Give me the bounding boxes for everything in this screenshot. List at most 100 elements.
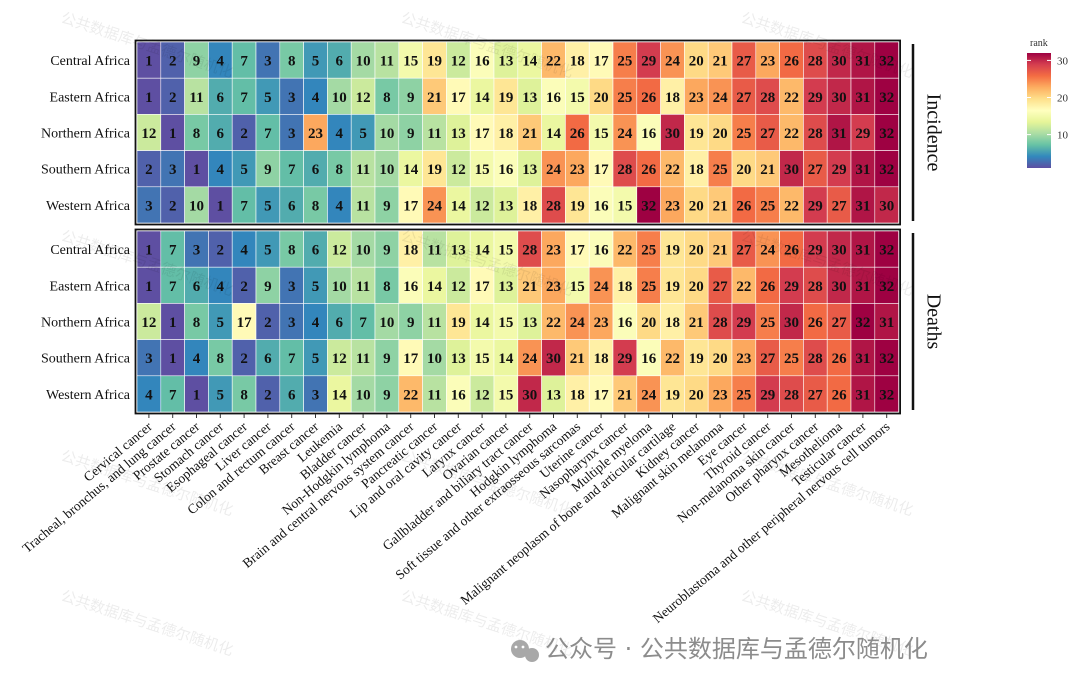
cell-value: 30 — [832, 243, 847, 259]
cell-value: 10 — [379, 315, 394, 331]
cell-value: 9 — [383, 351, 391, 367]
cell-value: 31 — [855, 387, 870, 403]
cell-value: 18 — [665, 315, 680, 331]
cell-value: 26 — [641, 90, 657, 106]
cell-value: 20 — [689, 387, 704, 403]
cell-value: 16 — [403, 279, 419, 295]
cell-value: 4 — [217, 54, 225, 70]
cell-value: 28 — [784, 387, 799, 403]
heatmap-row: 12 1 8 6 2 7 3 23 4 5 10 9 11 13 17 18 21 14 26 15 24 16 30 19 2… — [136, 114, 899, 151]
legend-tick-label: 30 — [1057, 55, 1069, 67]
cell-value: 3 — [264, 54, 272, 70]
cell-value: 31 — [832, 126, 847, 142]
cell-value: 27 — [808, 162, 824, 178]
cell-value: 30 — [784, 315, 799, 331]
cell-value: 18 — [665, 90, 680, 106]
cell-value: 30 — [832, 90, 847, 106]
cell-value: 9 — [383, 198, 391, 214]
cell-value: 11 — [427, 126, 441, 142]
cell-value: 26 — [832, 387, 848, 403]
cell-value: 30 — [879, 198, 894, 214]
cell-value: 6 — [312, 162, 320, 178]
cell-value: 17 — [237, 315, 253, 331]
cell-value: 4 — [312, 315, 320, 331]
cell-value: 23 — [570, 162, 585, 178]
cell-value: 12 — [141, 126, 156, 142]
cell-value: 13 — [522, 315, 537, 331]
panel-incidence: 1 2 9 4 7 3 8 5 6 10 11 15 19 12 16 13 14 22 18 17 25 29 24 20 2… — [41, 39, 944, 226]
cell-value: 31 — [855, 279, 870, 295]
cell-value: 24 — [522, 351, 538, 367]
cell-value: 13 — [451, 126, 466, 142]
cell-value: 2 — [264, 315, 272, 331]
cell-value: 11 — [427, 243, 441, 259]
heatmap-cell — [874, 375, 899, 413]
cell-value: 26 — [570, 126, 586, 142]
cell-value: 5 — [240, 162, 248, 178]
cell-value: 7 — [240, 198, 248, 214]
cell-value: 12 — [332, 351, 347, 367]
heatmap-row: 12 1 8 5 17 2 3 4 6 7 10 9 11 19 14 15 13 22 24 23 16 20 18 21 2… — [136, 303, 899, 340]
heatmap-cell — [874, 186, 899, 224]
cell-value: 21 — [760, 162, 775, 178]
heatmap-row: 2 3 1 4 5 9 7 6 8 11 10 14 19 12 15 16 13 24 23 17 28 26 22 18 2… — [136, 150, 899, 188]
cell-value: 13 — [522, 162, 537, 178]
cell-value: 1 — [145, 54, 153, 70]
cell-value: 3 — [288, 315, 296, 331]
cell-value: 12 — [475, 387, 490, 403]
heatmap-row: 4 7 1 5 8 2 6 3 14 10 9 22 11 16 12 15 30 13 18 17 21 24 19 20 2… — [136, 375, 899, 413]
cell-value: 13 — [498, 54, 513, 70]
cell-value: 1 — [169, 126, 177, 142]
cell-value: 3 — [288, 279, 296, 295]
cell-value: 8 — [312, 198, 320, 214]
cell-value: 16 — [594, 198, 610, 214]
cell-value: 10 — [379, 126, 394, 142]
row-label: Southern Africa — [41, 352, 131, 367]
cell-value: 6 — [193, 279, 201, 295]
cell-value: 25 — [736, 387, 751, 403]
cell-value: 8 — [336, 162, 344, 178]
cell-value: 11 — [427, 387, 441, 403]
cell-value: 30 — [784, 162, 799, 178]
cell-value: 29 — [760, 387, 775, 403]
cell-value: 14 — [475, 243, 491, 259]
cell-value: 32 — [879, 54, 894, 70]
cell-value: 13 — [451, 351, 466, 367]
cell-value: 6 — [264, 351, 272, 367]
cell-value: 2 — [169, 90, 177, 106]
cell-value: 15 — [617, 198, 632, 214]
cell-value: 8 — [240, 387, 248, 403]
cell-value: 14 — [498, 351, 514, 367]
cell-value: 24 — [570, 315, 586, 331]
cell-value: 22 — [546, 315, 561, 331]
cell-value: 7 — [240, 54, 248, 70]
cell-value: 5 — [217, 387, 225, 403]
cell-value: 13 — [451, 243, 466, 259]
cell-value: 27 — [832, 198, 848, 214]
cell-value: 11 — [356, 279, 370, 295]
cell-value: 6 — [217, 90, 225, 106]
cell-value: 25 — [641, 279, 656, 295]
heatmap-row: 1 2 11 6 7 5 3 4 10 12 8 9 21 17 14 19 13 16 15 20 25 26 18 23 2… — [136, 77, 899, 115]
cell-value: 8 — [383, 279, 391, 295]
cell-value: 26 — [760, 279, 776, 295]
cell-value: 12 — [332, 243, 347, 259]
cell-value: 2 — [240, 126, 248, 142]
cell-value: 14 — [427, 279, 443, 295]
cell-value: 5 — [264, 243, 272, 259]
cell-value: 20 — [641, 315, 656, 331]
cell-value: 10 — [189, 198, 204, 214]
cell-value: 16 — [641, 126, 657, 142]
cell-value: 23 — [760, 54, 775, 70]
cell-value: 27 — [736, 90, 752, 106]
cell-value: 28 — [808, 126, 823, 142]
cell-value: 5 — [217, 315, 225, 331]
color-legend: rank 10 20 30 — [1027, 38, 1069, 168]
cell-value: 29 — [617, 351, 632, 367]
cell-value: 28 — [546, 198, 561, 214]
cell-value: 24 — [427, 198, 443, 214]
cell-value: 30 — [665, 126, 680, 142]
cell-value: 28 — [808, 54, 823, 70]
cell-value: 21 — [713, 54, 728, 70]
cell-value: 24 — [665, 54, 681, 70]
